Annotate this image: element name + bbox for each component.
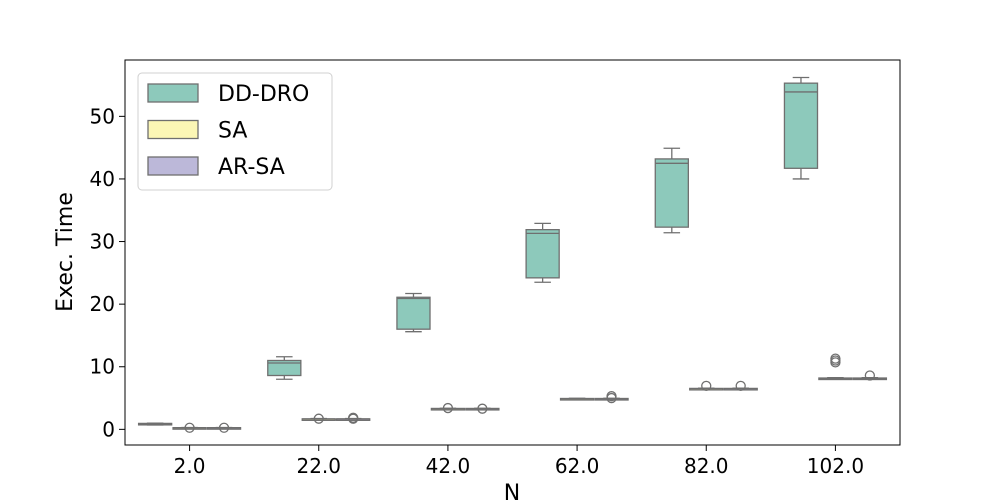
outlier-point: [477, 403, 488, 414]
box-ar-sa-1: [336, 412, 371, 424]
plot-area: [137, 76, 888, 433]
outlier-point: [184, 422, 195, 433]
box-body: [654, 158, 689, 228]
legend-label: SA: [218, 119, 247, 144]
x-tick-label: 102.0: [807, 454, 864, 478]
y-axis: 0 10 20 30 40 50: [90, 104, 125, 441]
box-sa-1: [301, 413, 336, 424]
box-dd-dro-4: [654, 147, 689, 234]
outlier-point: [830, 353, 841, 364]
box-dd-dro-0: [137, 422, 173, 426]
legend-swatch: [147, 119, 199, 140]
box-sa-3: [559, 397, 595, 401]
outlier-point: [606, 391, 617, 402]
y-tick-label: 30: [90, 230, 115, 254]
legend-label: DD-DRO: [218, 82, 309, 107]
outlier-point: [348, 412, 359, 423]
outlier-point: [218, 422, 230, 433]
box-sa-5: [818, 377, 853, 381]
x-axis-title: N: [504, 481, 520, 500]
y-tick-label: 0: [102, 417, 115, 441]
y-tick-label: 40: [90, 167, 115, 191]
box-dd-dro-3: [525, 222, 560, 283]
outlier-point: [313, 413, 324, 424]
box-body: [783, 82, 819, 169]
box-sa-0: [172, 422, 207, 433]
box-dd-dro-2: [396, 292, 431, 333]
box-ar-sa-0: [206, 422, 242, 433]
y-tick-label: 50: [90, 104, 115, 128]
x-tick-label: 82.0: [684, 454, 729, 478]
box-body: [267, 359, 302, 377]
x-tick-label: 62.0: [555, 454, 600, 478]
legend-swatch: [147, 83, 199, 103]
legend-item-sa: SA: [147, 119, 247, 144]
axes-frame: [124, 59, 901, 446]
outlier-point: [864, 370, 876, 381]
box-body: [396, 296, 431, 330]
box-dd-dro-5: [783, 76, 819, 180]
box-ar-sa-3: [594, 391, 629, 404]
box-ar-sa-5: [852, 370, 888, 381]
x-tick-label: 42.0: [426, 454, 471, 478]
y-axis-title: Exec. Time: [53, 192, 78, 312]
legend-item-ar-sa: AR-SA: [147, 155, 285, 180]
x-tick-label: 2.0: [174, 454, 206, 478]
y-tick-label: 10: [90, 355, 115, 379]
box-body: [525, 229, 560, 279]
x-tick-label: 22.0: [296, 454, 341, 478]
legend-swatch: [147, 156, 199, 176]
legend-label: AR-SA: [218, 155, 285, 180]
legend-item-dd-dro: DD-DRO: [147, 82, 309, 107]
y-tick-label: 20: [90, 292, 115, 316]
outlier-point: [442, 402, 454, 414]
box-sa-4: [689, 380, 724, 391]
outlier-point: [701, 380, 712, 391]
x-axis: 2.0 22.0 42.0 62.0 82.0 102.0: [174, 445, 864, 478]
outlier-point: [735, 380, 746, 391]
legend: DD-DRO SA AR-SA: [137, 72, 333, 191]
box-ar-sa-2: [465, 403, 500, 414]
box-dd-dro-1: [267, 356, 302, 380]
box-ar-sa-4: [723, 380, 758, 391]
box-sa-2: [430, 402, 466, 414]
